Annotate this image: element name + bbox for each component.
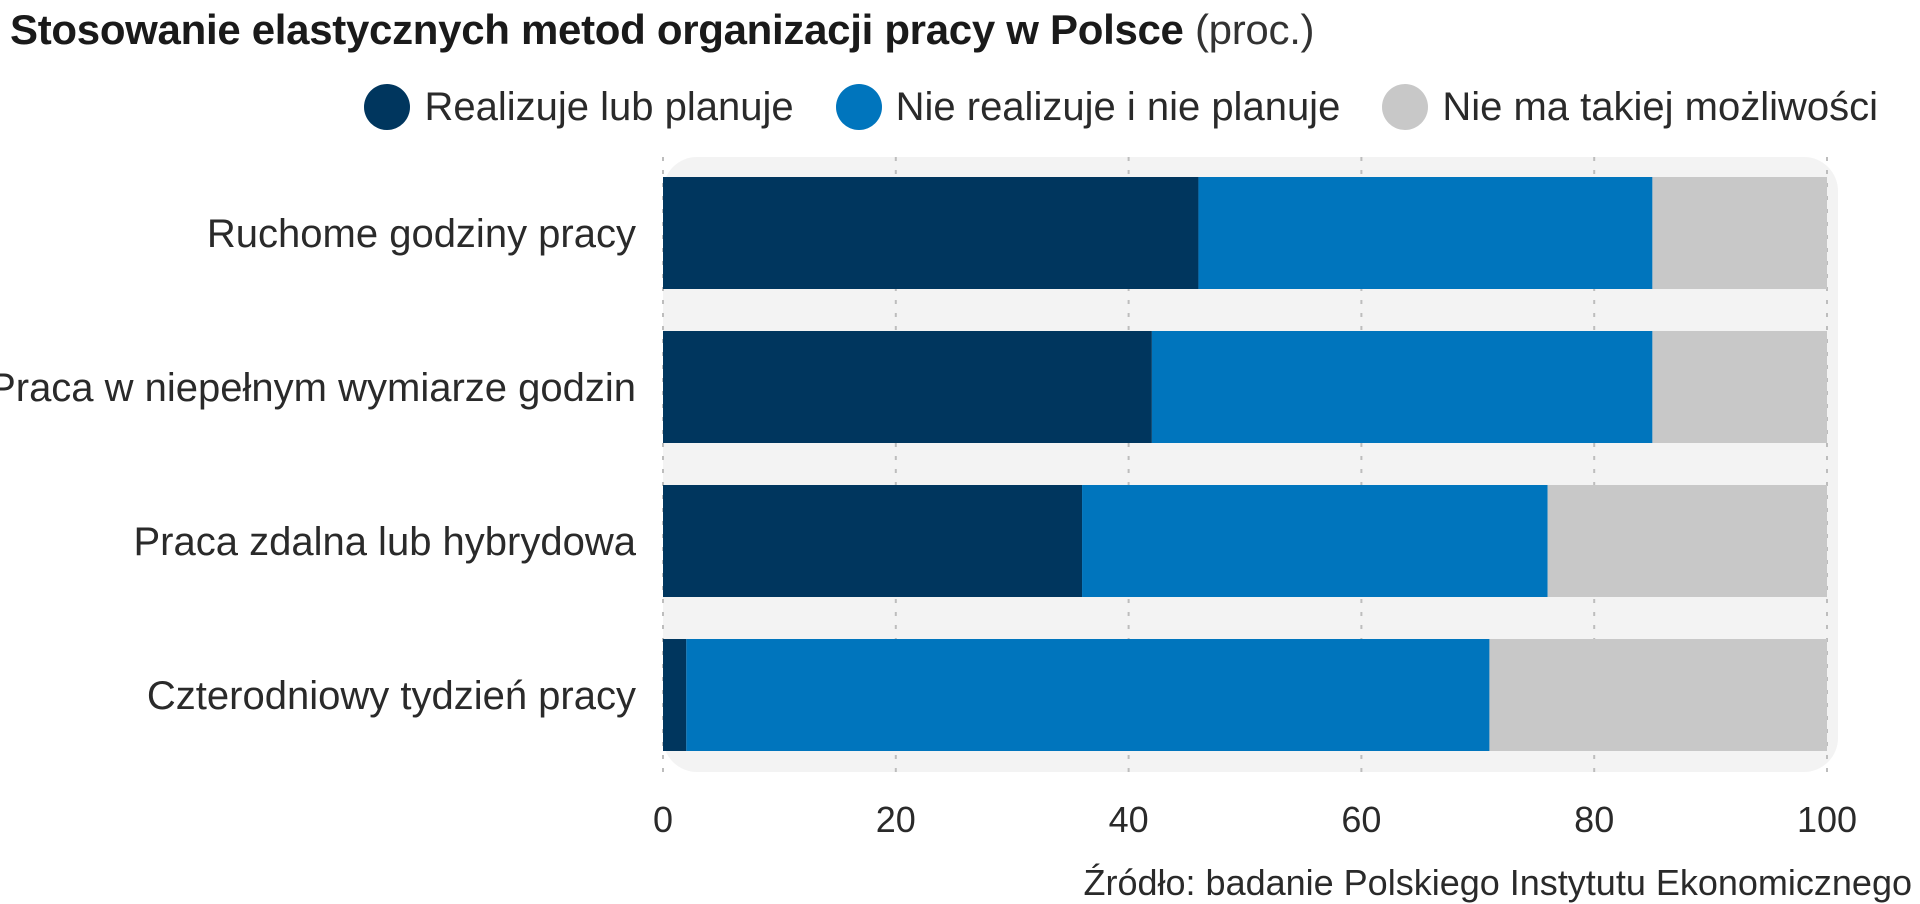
bar-3-series-1 — [686, 639, 1490, 751]
x-tick-label-2: 40 — [1109, 799, 1149, 840]
bar-1-series-1 — [1151, 331, 1653, 443]
chart-title-unit: (proc.) — [1195, 6, 1315, 53]
legend-item-series-1: Nie realizuje i nie planuje — [835, 84, 1341, 130]
x-tick-label-4: 80 — [1574, 799, 1614, 840]
bar-1-series-2 — [1652, 331, 1827, 443]
legend-item-series-0: Realizuje lub planuje — [364, 84, 794, 130]
source-note: Źródło: badanie Polskiego Instytutu Ekon… — [1083, 862, 1913, 903]
chart-title: Stosowanie elastycznych metod organizacj… — [10, 6, 1315, 54]
legend-swatch-series-1 — [835, 84, 882, 130]
legend-item-series-2: Nie ma takiej możliwości — [1382, 84, 1878, 130]
chart-title-main: Stosowanie elastycznych metod organizacj… — [10, 6, 1184, 53]
bar-0-series-0 — [663, 177, 1199, 289]
legend-label-series-1: Nie realizuje i nie planuje — [895, 84, 1341, 129]
bar-0-series-2 — [1652, 177, 1827, 289]
legend-swatch-series-2 — [1382, 84, 1429, 130]
x-tick-label-5: 100 — [1797, 799, 1857, 840]
bar-3-series-2 — [1489, 639, 1827, 751]
category-label-0: Ruchome godziny pracy — [207, 212, 636, 256]
legend-label-series-0: Realizuje lub planuje — [424, 84, 794, 129]
bar-0-series-1 — [1198, 177, 1653, 289]
category-label-3: Czterodniowy tydzień pracy — [147, 674, 636, 718]
plot-background — [663, 157, 1838, 772]
bar-3-series-0 — [663, 639, 687, 751]
legend-label-series-2: Nie ma takiej możliwości — [1442, 84, 1878, 129]
legend: Realizuje lub planuje Nie realizuje i ni… — [322, 84, 1878, 130]
category-label-1: Praca w niepełnym wymiarze godzin — [0, 366, 636, 410]
legend-swatch-series-0 — [364, 84, 411, 130]
bar-2-series-0 — [663, 485, 1083, 597]
bar-1-series-0 — [663, 331, 1152, 443]
x-tick-label-1: 20 — [876, 799, 916, 840]
category-label-2: Praca zdalna lub hybrydowa — [133, 520, 636, 564]
x-tick-label-0: 0 — [653, 799, 673, 840]
bar-2-series-1 — [1082, 485, 1548, 597]
x-tick-label-3: 60 — [1341, 799, 1381, 840]
bar-2-series-2 — [1547, 485, 1827, 597]
